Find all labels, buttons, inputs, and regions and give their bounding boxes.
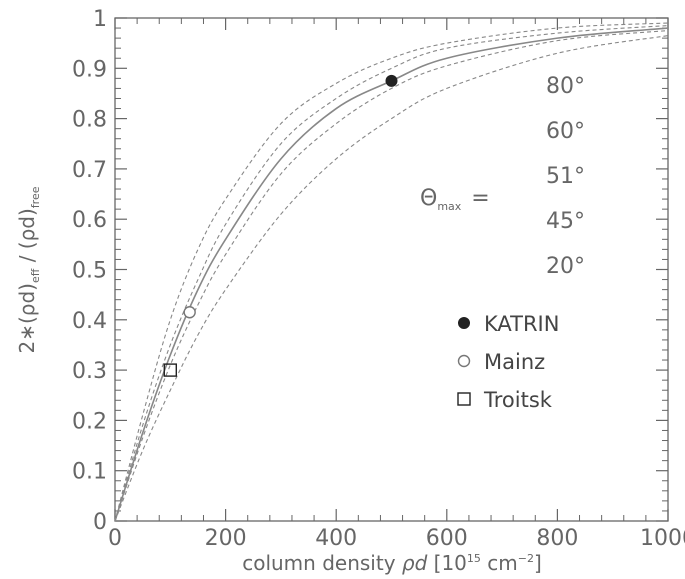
theta-value: 80°: [546, 74, 585, 99]
curves-layer: [114, 22, 669, 522]
point-katrin: [385, 74, 398, 87]
y-tick-label: 0.9: [72, 57, 107, 82]
curve-theta-45: [114, 30, 669, 522]
legend-marker-troitsk: [457, 392, 471, 406]
theta-values: 80° 60° 51° 45° 20°: [546, 74, 585, 279]
y-tick-label: 0.6: [72, 208, 107, 233]
y-tick-label: 0.1: [72, 460, 107, 485]
legend-label: KATRIN: [484, 312, 559, 336]
curve-theta-20: [114, 35, 669, 522]
y-axis-label: 2∗(ρd)eff / (ρd)free: [15, 186, 42, 353]
legend-marker-mainz: [457, 354, 471, 368]
legend-label: Troitsk: [483, 388, 553, 412]
y-tick-label: 0.8: [72, 108, 107, 133]
y-tick-label: 0.2: [72, 409, 107, 434]
legend-label: Mainz: [484, 350, 545, 374]
curve-theta-60: [114, 24, 669, 522]
plot-frame: [114, 17, 669, 522]
theta-annotation: Θmax = 80° 60° 51° 45° 20°: [420, 74, 585, 279]
y-tick-label: 0.5: [72, 259, 107, 284]
theta-value: 20°: [546, 254, 585, 279]
x-tick-label: 400: [315, 526, 357, 551]
legend: KATRIN Mainz Troitsk: [457, 312, 559, 412]
curve-theta-51: [114, 27, 669, 522]
x-tick-label: 0: [108, 526, 122, 551]
point-mainz: [183, 306, 196, 319]
curve-theta-80: [114, 22, 669, 522]
x-tick-label: 200: [205, 526, 247, 551]
y-tick-label: 1: [93, 7, 107, 32]
y-tick-label: 0.4: [72, 309, 107, 334]
theta-value: 60°: [546, 119, 585, 144]
theta-label: Θmax =: [420, 186, 490, 213]
theta-value: 51°: [546, 164, 585, 189]
x-tick-label: 600: [426, 526, 468, 551]
data-points-layer: [163, 74, 398, 377]
y-tick-label: 0.7: [72, 158, 107, 183]
x-axis-label: column density ρd [1015 cm−2]: [242, 551, 542, 575]
theta-value: 45°: [546, 209, 585, 234]
point-troitsk: [163, 363, 178, 377]
x-tick-label: 800: [536, 526, 578, 551]
legend-marker-katrin: [458, 317, 470, 329]
y-tick-label: 0: [93, 510, 107, 535]
y-tick-label: 0.3: [72, 359, 107, 384]
